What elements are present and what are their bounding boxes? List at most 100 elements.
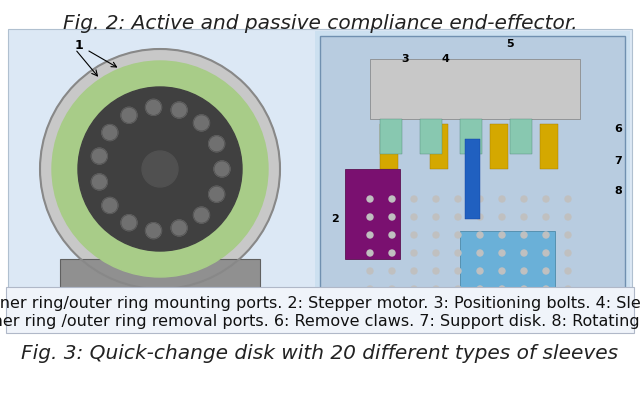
Circle shape [477, 268, 483, 274]
Text: 1: 1 [75, 39, 116, 67]
Circle shape [102, 198, 118, 213]
Circle shape [565, 196, 571, 202]
Text: 7: 7 [614, 156, 622, 166]
Circle shape [433, 286, 439, 292]
Circle shape [455, 214, 461, 220]
Circle shape [543, 232, 549, 238]
FancyBboxPatch shape [510, 119, 532, 154]
Circle shape [389, 286, 395, 292]
Circle shape [367, 286, 373, 292]
Circle shape [209, 136, 225, 152]
Circle shape [477, 232, 483, 238]
FancyBboxPatch shape [420, 119, 442, 154]
Circle shape [367, 250, 373, 256]
FancyBboxPatch shape [490, 124, 508, 169]
Circle shape [499, 268, 505, 274]
Circle shape [102, 124, 118, 140]
Circle shape [477, 286, 483, 292]
Text: 6: 6 [614, 124, 622, 134]
Circle shape [193, 207, 209, 223]
FancyBboxPatch shape [460, 231, 555, 311]
Circle shape [411, 232, 417, 238]
Circle shape [389, 250, 395, 256]
Circle shape [411, 250, 417, 256]
Circle shape [433, 214, 439, 220]
Text: 1: Inner ring/outer ring mounting ports. 2: Stepper motor. 3: Positioning bolts.: 1: Inner ring/outer ring mounting ports.… [0, 296, 640, 311]
Circle shape [565, 214, 571, 220]
Circle shape [389, 214, 395, 220]
Circle shape [78, 87, 242, 251]
FancyBboxPatch shape [380, 124, 398, 169]
Circle shape [433, 196, 439, 202]
Circle shape [367, 268, 373, 274]
Circle shape [477, 214, 483, 220]
Circle shape [121, 107, 137, 123]
Circle shape [477, 196, 483, 202]
Circle shape [171, 220, 187, 236]
Circle shape [411, 214, 417, 220]
Circle shape [367, 232, 373, 238]
Circle shape [52, 61, 268, 277]
Circle shape [499, 214, 505, 220]
Circle shape [455, 196, 461, 202]
Circle shape [455, 250, 461, 256]
Text: Fig. 3: Quick-change disk with 20 different types of sleeves: Fig. 3: Quick-change disk with 20 differ… [21, 344, 619, 363]
FancyBboxPatch shape [320, 36, 625, 321]
Circle shape [142, 151, 178, 187]
FancyBboxPatch shape [345, 169, 400, 259]
Circle shape [92, 174, 108, 190]
Text: 8: 8 [614, 186, 622, 196]
Circle shape [433, 232, 439, 238]
Circle shape [145, 99, 161, 115]
Circle shape [455, 232, 461, 238]
Text: 5: 5 [506, 39, 514, 49]
Circle shape [543, 214, 549, 220]
Circle shape [411, 196, 417, 202]
Circle shape [411, 268, 417, 274]
Circle shape [171, 102, 187, 118]
Circle shape [121, 215, 137, 231]
Circle shape [411, 286, 417, 292]
Circle shape [543, 268, 549, 274]
Circle shape [521, 268, 527, 274]
FancyBboxPatch shape [8, 29, 632, 329]
Circle shape [543, 250, 549, 256]
Circle shape [214, 161, 230, 177]
Circle shape [367, 196, 373, 202]
Circle shape [565, 286, 571, 292]
Circle shape [389, 268, 395, 274]
Circle shape [40, 49, 280, 289]
Circle shape [521, 196, 527, 202]
Circle shape [389, 196, 395, 202]
FancyBboxPatch shape [6, 287, 634, 333]
Text: 3: 3 [401, 54, 409, 64]
Circle shape [92, 148, 108, 164]
Circle shape [433, 268, 439, 274]
FancyBboxPatch shape [540, 124, 558, 169]
Text: 5: Inner ring /outer ring removal ports. 6: Remove claws. 7: Support disk. 8: Ro: 5: Inner ring /outer ring removal ports.… [0, 314, 640, 329]
FancyBboxPatch shape [315, 31, 630, 327]
Circle shape [565, 268, 571, 274]
Circle shape [499, 196, 505, 202]
Circle shape [521, 286, 527, 292]
Circle shape [543, 196, 549, 202]
Text: 4: 4 [441, 54, 449, 64]
FancyBboxPatch shape [380, 119, 402, 154]
Circle shape [521, 232, 527, 238]
Circle shape [565, 250, 571, 256]
FancyBboxPatch shape [465, 139, 480, 219]
FancyBboxPatch shape [370, 59, 580, 119]
Text: Fig. 2: Active and passive compliance end-effector.: Fig. 2: Active and passive compliance en… [63, 14, 577, 33]
Text: 2: 2 [331, 214, 339, 224]
Circle shape [455, 268, 461, 274]
Circle shape [477, 250, 483, 256]
Circle shape [455, 286, 461, 292]
Circle shape [499, 250, 505, 256]
Circle shape [193, 115, 209, 131]
Circle shape [367, 214, 373, 220]
Circle shape [499, 232, 505, 238]
FancyBboxPatch shape [10, 31, 308, 327]
Circle shape [145, 223, 161, 239]
FancyBboxPatch shape [430, 124, 448, 169]
Circle shape [521, 214, 527, 220]
